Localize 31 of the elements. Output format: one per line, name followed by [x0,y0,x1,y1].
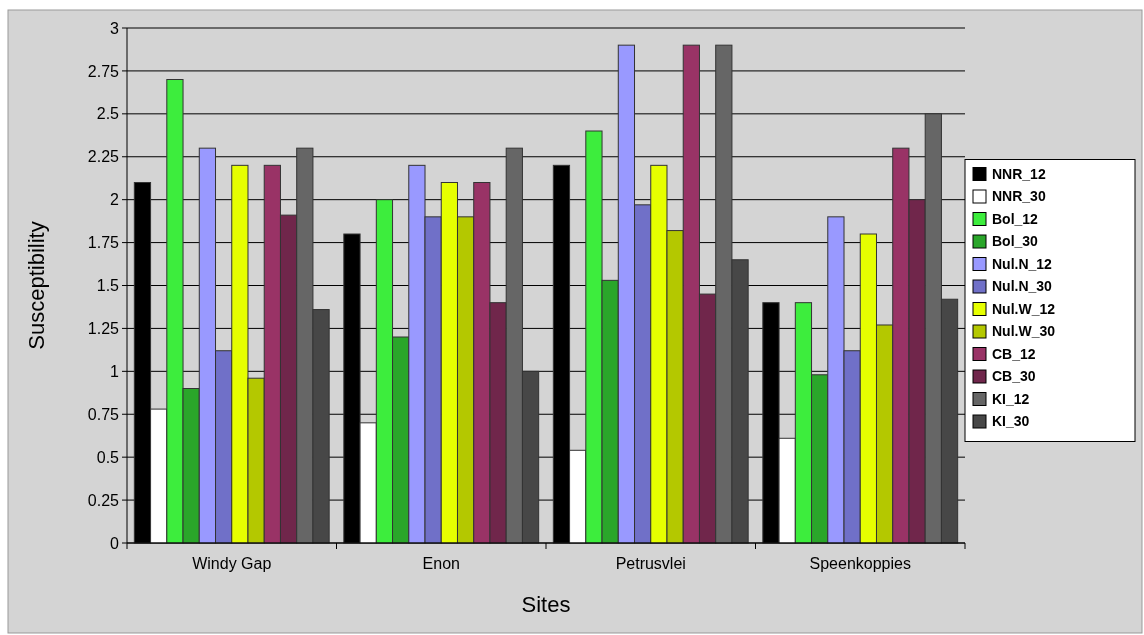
y-tick-label: 1.75 [87,234,120,252]
legend-label: CB_30 [992,368,1036,385]
legend-label: Nul.N_12 [992,255,1053,272]
y-axis-title: Susceptibility [24,221,49,350]
y-tick-label: 1.5 [96,277,120,295]
y-tick-label: 0.75 [87,405,120,423]
x-tick-label: Speenkoppies [809,555,911,572]
y-tick-label: 2.25 [87,148,120,166]
y-tick-label: 2 [110,191,120,209]
y-tick-label: 2.75 [87,62,120,80]
legend-label: Bol_30 [992,233,1039,250]
legend-label: Nul.N_30 [992,278,1053,295]
y-tick-label: 0 [110,534,120,552]
legend-label: NNR_30 [992,188,1046,205]
x-tick-label: Windy Gap [192,555,272,572]
x-tick-label: Enon [422,555,460,572]
y-tick-label: 0.5 [96,448,120,466]
legend-label: Nul.W_30 [992,323,1056,340]
legend-label: CB_12 [992,345,1036,362]
y-tick-label: 2.5 [96,105,120,123]
legend-label: Bol_12 [992,210,1039,227]
legend-label: KI_12 [992,390,1030,407]
legend-label: NNR_12 [992,165,1046,182]
x-tick-label: Petrusvlei [615,555,686,572]
y-tick-label: 1.25 [87,320,120,338]
legend-label: KI_30 [992,413,1030,430]
legend-label: Nul.W_12 [992,300,1056,317]
y-tick-label: 1 [110,362,120,380]
x-axis-title: Sites [521,592,571,617]
y-tick-label: 0.25 [87,491,120,509]
y-tick-label: 3 [110,19,120,37]
